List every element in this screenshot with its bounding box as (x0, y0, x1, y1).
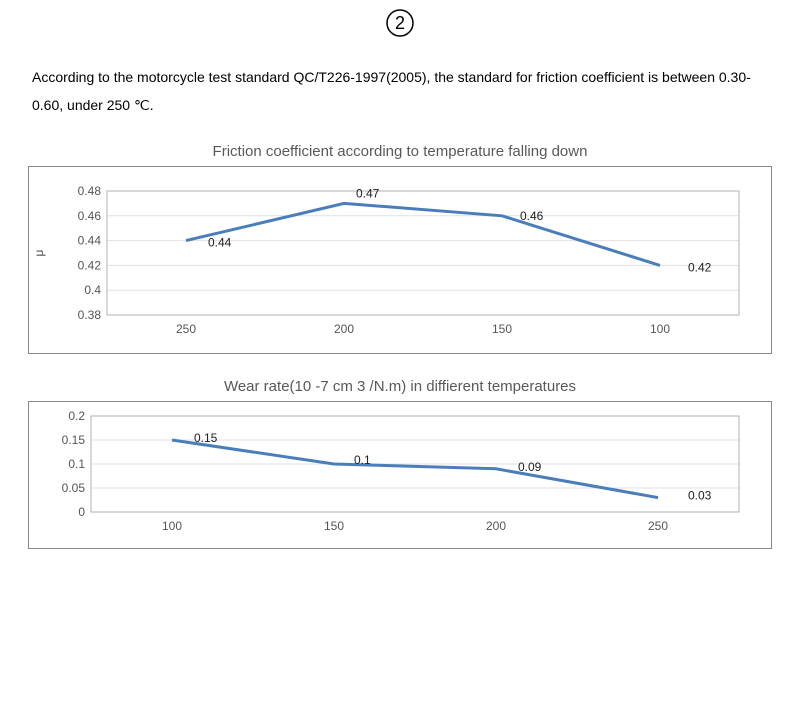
chart1-plot: 0.38 0.4 0.42 0.44 0.46 0.48 250 200 150 100 0.44 0… (29, 167, 769, 347)
page-number-badge: 2 (0, 8, 800, 45)
svg-text:250: 250 (648, 519, 668, 533)
chart2-plot: 0 0.05 0.1 0.15 0.2 100 150 200 250 0.15 0.1 0.09 0.… (29, 402, 769, 542)
svg-text:100: 100 (162, 519, 182, 533)
svg-text:0.1: 0.1 (354, 453, 371, 467)
chart1-title: Friction coefficient according to temper… (0, 143, 800, 160)
page-number-text: 2 (395, 13, 405, 33)
svg-text:0.38: 0.38 (78, 308, 102, 322)
svg-text:0.46: 0.46 (78, 209, 102, 223)
svg-text:μ: μ (32, 249, 46, 256)
svg-text:0.42: 0.42 (688, 260, 712, 274)
description-text: According to the motorcycle test standar… (32, 63, 768, 119)
chart1-container: 0.38 0.4 0.42 0.44 0.46 0.48 250 200 150 100 0.44 0… (28, 166, 772, 354)
svg-text:0.46: 0.46 (520, 209, 544, 223)
svg-text:200: 200 (334, 322, 354, 336)
svg-text:0: 0 (78, 505, 85, 519)
svg-text:0.03: 0.03 (688, 489, 712, 503)
svg-text:250: 250 (176, 322, 196, 336)
svg-text:0.1: 0.1 (68, 457, 85, 471)
chart2-container: 0 0.05 0.1 0.15 0.2 100 150 200 250 0.15 0.1 0.09 0.… (28, 401, 772, 549)
svg-text:200: 200 (486, 519, 506, 533)
chart2-title: Wear rate(10 -7 cm 3 /N.m) in diffierent… (0, 378, 800, 395)
svg-text:150: 150 (324, 519, 344, 533)
svg-text:0.4: 0.4 (84, 283, 101, 297)
svg-text:0.44: 0.44 (78, 234, 102, 248)
svg-text:0.2: 0.2 (68, 409, 85, 423)
svg-text:0.15: 0.15 (194, 431, 218, 445)
svg-text:0.48: 0.48 (78, 184, 102, 198)
svg-text:0.47: 0.47 (356, 186, 380, 200)
svg-text:0.15: 0.15 (62, 433, 86, 447)
svg-text:150: 150 (492, 322, 512, 336)
svg-text:100: 100 (650, 322, 670, 336)
svg-text:0.42: 0.42 (78, 258, 102, 272)
svg-text:0.44: 0.44 (208, 236, 232, 250)
svg-text:0.09: 0.09 (518, 460, 542, 474)
svg-text:0.05: 0.05 (62, 481, 86, 495)
